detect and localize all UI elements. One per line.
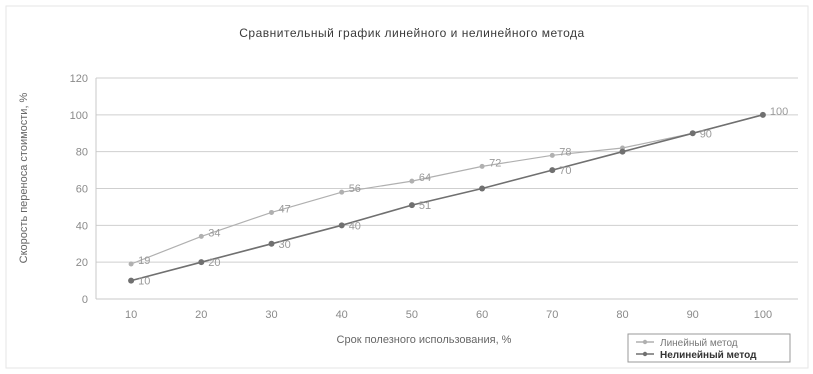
data-label-nonlinear: 30	[279, 239, 291, 251]
x-tick-label: 70	[546, 309, 558, 321]
x-tick-label: 20	[195, 309, 207, 321]
x-tick-label: 100	[754, 309, 772, 321]
data-point-linear	[549, 152, 555, 158]
data-point-linear	[339, 189, 345, 195]
data-point-nonlinear	[338, 222, 345, 229]
legend: Линейный метод Нелинейный метод	[627, 333, 791, 363]
chart-frame	[5, 5, 809, 369]
legend-marker-nonlinear	[642, 351, 648, 357]
y-tick-label: 40	[76, 220, 88, 232]
y-tick-label: 60	[76, 184, 88, 196]
x-axis-title: Срок полезного использования, %	[337, 334, 512, 346]
data-point-nonlinear	[689, 130, 696, 137]
data-label-nonlinear: 40	[349, 220, 361, 232]
legend-box	[627, 333, 791, 363]
data-label-linear: 56	[349, 183, 361, 195]
data-point-nonlinear	[619, 148, 626, 155]
data-label-linear: 34	[208, 227, 220, 239]
data-point-nonlinear	[198, 259, 205, 266]
data-label-linear: 100	[770, 106, 788, 118]
data-point-linear	[269, 209, 274, 215]
y-tick-label: 100	[70, 110, 88, 122]
x-tick-label: 90	[687, 309, 699, 321]
legend-marker-linear	[642, 339, 648, 345]
data-label-nonlinear: 10	[138, 276, 150, 288]
data-point-nonlinear	[549, 167, 556, 174]
x-tick-label: 10	[125, 309, 137, 321]
data-point-nonlinear	[128, 277, 135, 284]
data-label-linear: 47	[279, 203, 291, 215]
y-tick-label: 20	[76, 257, 88, 269]
x-tick-label: 30	[265, 309, 277, 321]
x-tick-label: 60	[476, 309, 488, 321]
data-label-linear: 19	[138, 255, 150, 267]
legend-label-linear: Линейный метод	[660, 338, 738, 349]
data-point-nonlinear	[268, 240, 275, 247]
data-label-linear: 78	[559, 146, 571, 158]
data-labels: 19 34 47 56 64 72 78 100 10 20 30 40 51 70 90	[138, 106, 788, 288]
data-label-linear: 64	[419, 172, 431, 184]
data-point-linear	[198, 233, 204, 239]
x-tick-label: 40	[336, 309, 348, 321]
data-point-nonlinear	[408, 202, 415, 209]
data-label-linear: 72	[489, 157, 501, 169]
axes: 0 20 40 60 80 100 120 10 20 30 40 50 60 70 80 90 100	[70, 73, 798, 321]
y-tick-label: 80	[76, 147, 88, 159]
data-label-nonlinear: 20	[208, 257, 220, 269]
data-point-nonlinear	[759, 111, 766, 118]
chart-title: Сравнительный график линейного и нелиней…	[239, 26, 584, 40]
data-label-nonlinear: 90	[700, 128, 712, 140]
y-tick-label: 0	[82, 294, 88, 306]
y-axis-title: Скорость переноса стоимости, %	[18, 92, 30, 263]
x-tick-label: 80	[616, 309, 628, 321]
legend-label-nonlinear: Нелинейный метод	[660, 350, 757, 361]
x-tick-label: 50	[406, 309, 418, 321]
grid	[96, 77, 798, 263]
data-label-nonlinear: 51	[419, 200, 431, 212]
series-line-linear	[130, 114, 764, 265]
series-line-nonlinear	[130, 114, 764, 282]
y-tick-label: 120	[70, 73, 88, 85]
data-point-linear	[128, 261, 134, 267]
data-point-linear	[479, 163, 485, 169]
series-layer	[128, 111, 766, 284]
data-point-linear	[409, 178, 415, 184]
data-point-nonlinear	[479, 185, 486, 192]
data-label-nonlinear: 70	[559, 165, 571, 177]
